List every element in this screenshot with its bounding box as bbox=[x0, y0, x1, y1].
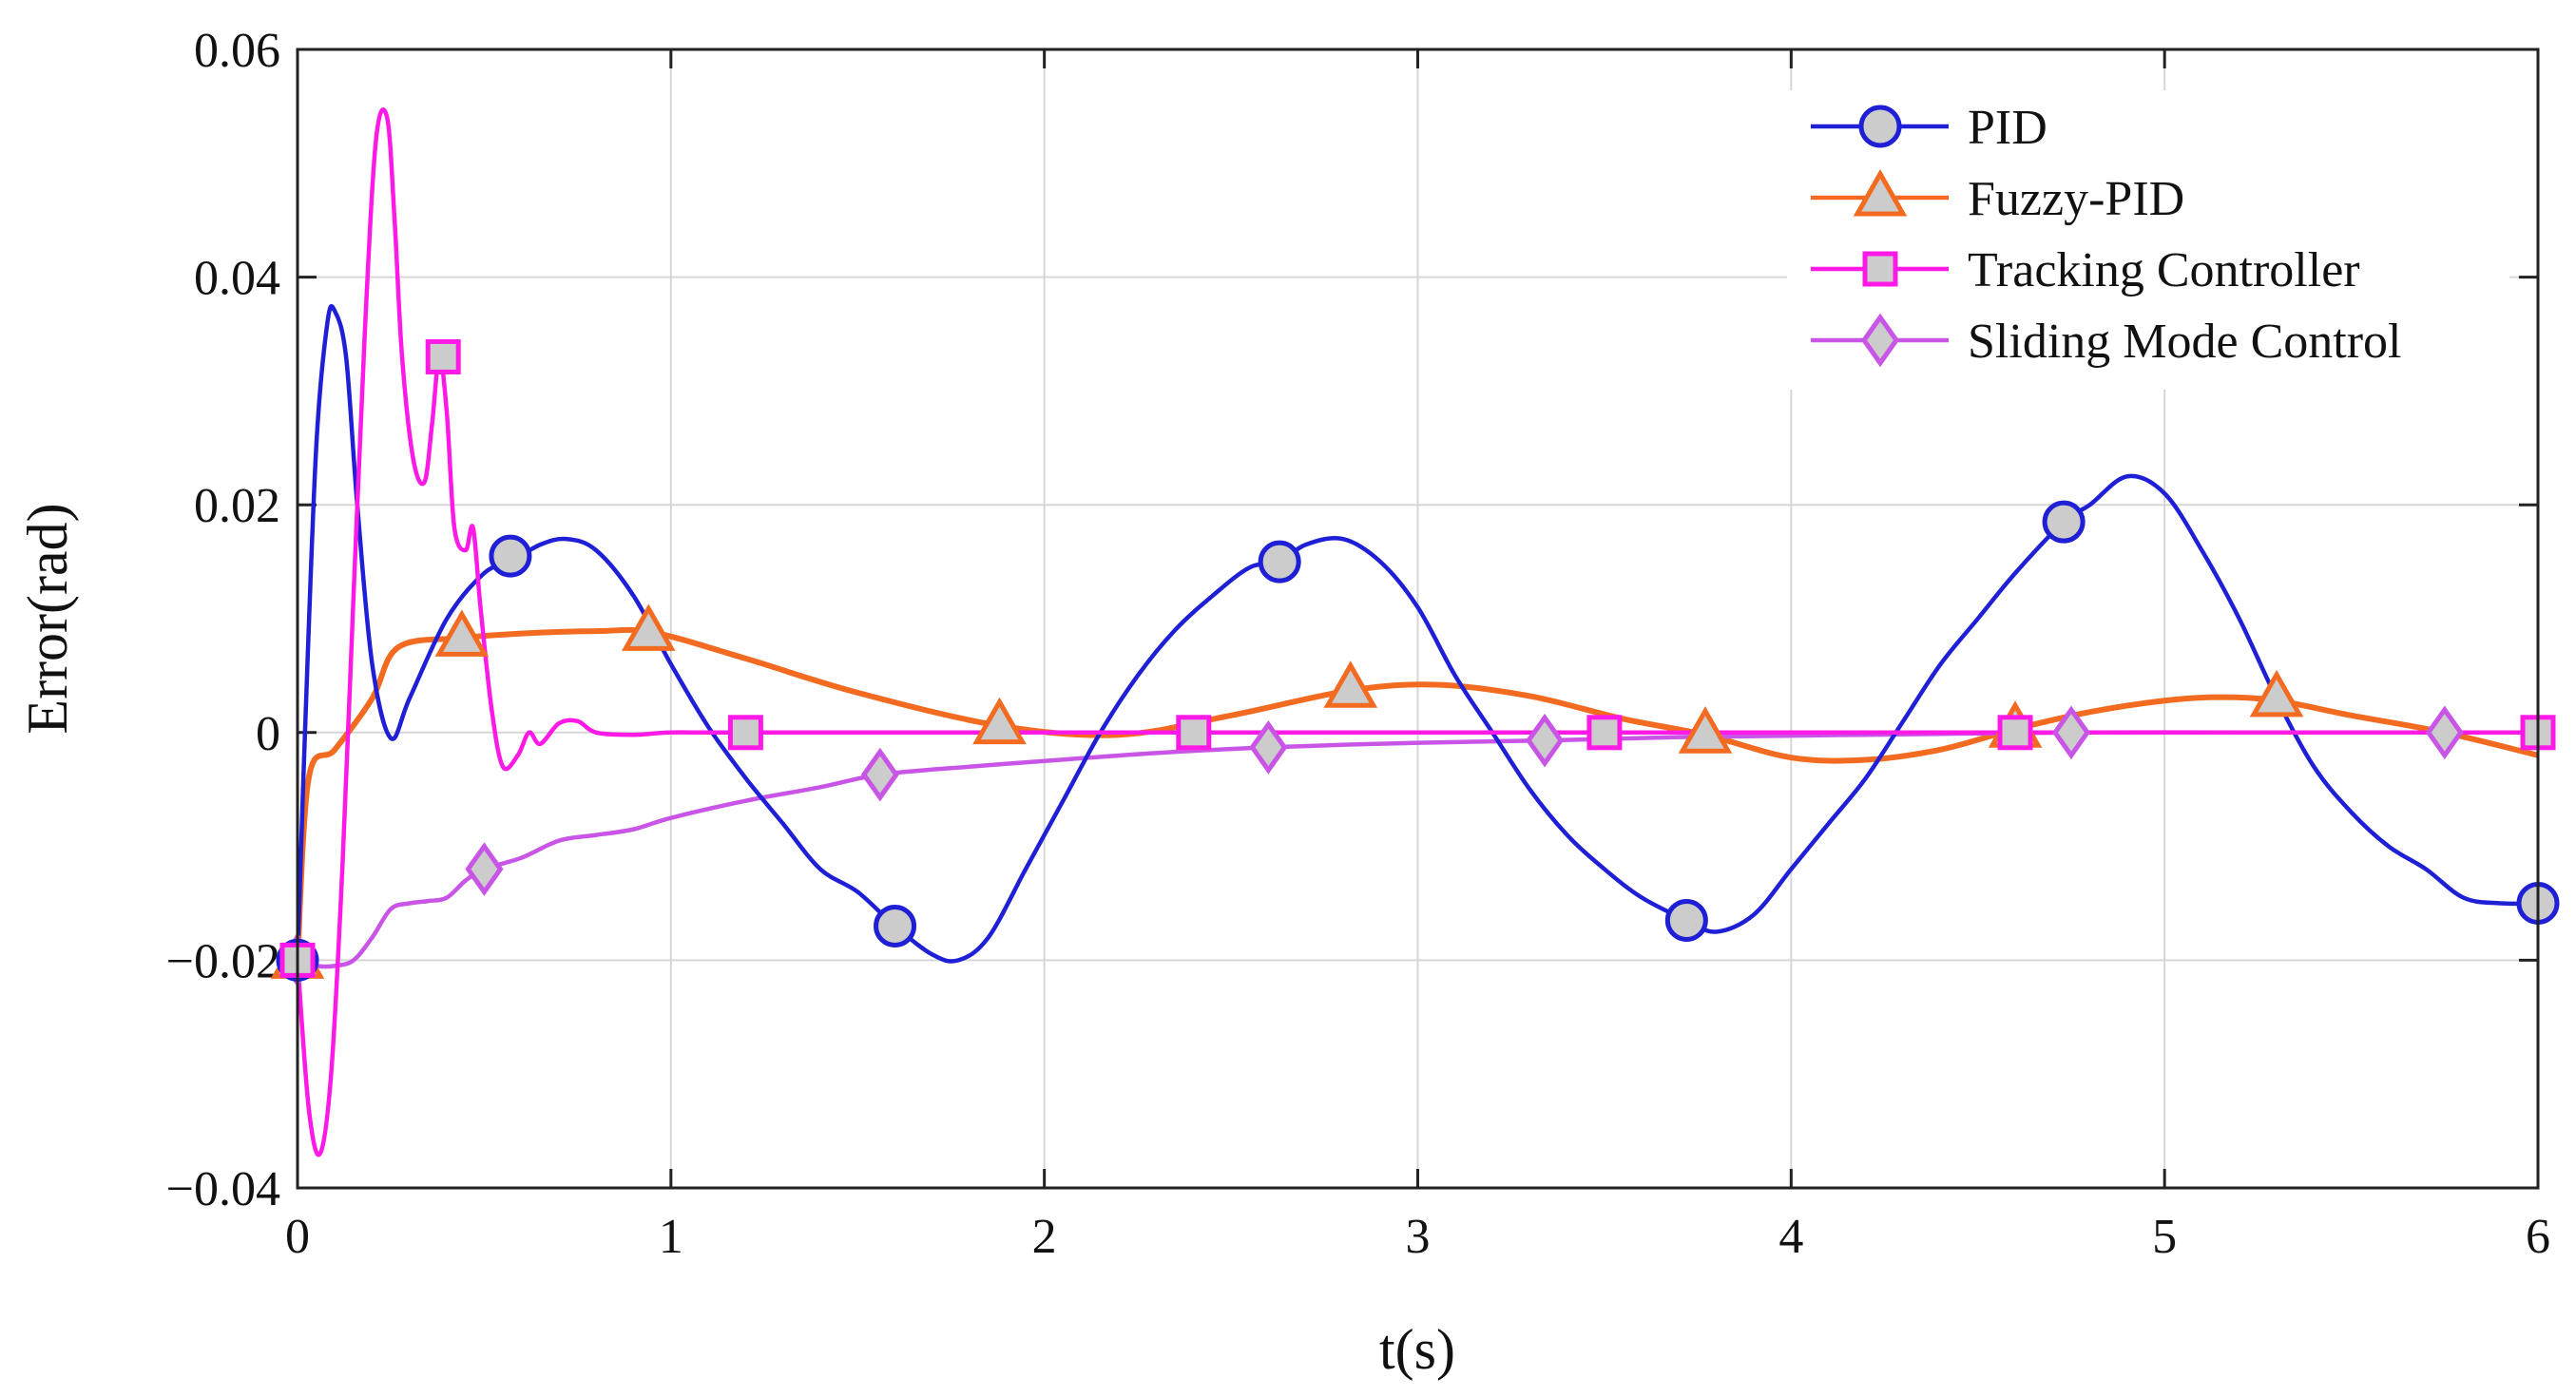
y-tick-label: −0.04 bbox=[166, 1162, 280, 1216]
legend-item-fuzzy-pid: Fuzzy-PID bbox=[1811, 168, 2184, 226]
data-point-fuzzy-pid bbox=[1323, 660, 1378, 708]
data-point-pid bbox=[1258, 540, 1301, 584]
data-point-pid bbox=[2042, 500, 2086, 544]
data-point-sliding-mode-control bbox=[1249, 720, 1288, 775]
data-point-sliding-mode-control bbox=[860, 747, 899, 802]
x-tick-label: 2 bbox=[1032, 1210, 1057, 1264]
data-point-sliding-mode-control bbox=[1525, 713, 1565, 768]
data-point-tracking-controller bbox=[1997, 715, 2033, 751]
y-tick-label: 0 bbox=[256, 707, 280, 761]
data-point-sliding-mode-control bbox=[2425, 705, 2464, 760]
x-tick-label: 3 bbox=[1406, 1210, 1431, 1264]
y-tick-label: 0.02 bbox=[194, 479, 280, 533]
data-point-fuzzy-pid bbox=[434, 609, 490, 657]
x-tick-labels: 0 1 2 3 4 5 6 bbox=[285, 1210, 2550, 1264]
x-tick-label: 5 bbox=[2152, 1210, 2177, 1264]
data-point-pid bbox=[489, 534, 532, 578]
legend-label: Fuzzy-PID bbox=[1968, 172, 2184, 226]
x-axis-label: t(s) bbox=[1379, 1318, 1455, 1381]
y-axis-label: Error(rad) bbox=[16, 503, 79, 734]
y-tick-label: −0.02 bbox=[166, 934, 280, 988]
data-point-tracking-controller bbox=[425, 338, 461, 374]
legend-marker-triangle-icon bbox=[1853, 168, 1908, 217]
x-tick-label: 6 bbox=[2526, 1210, 2550, 1264]
data-point-sliding-mode-control bbox=[465, 842, 504, 896]
y-tick-label: 0.04 bbox=[194, 252, 280, 306]
y-tick-label: 0.06 bbox=[194, 24, 280, 78]
legend-label: PID bbox=[1968, 101, 2047, 155]
legend-item-tracking-controller: Tracking Controller bbox=[1811, 243, 2360, 297]
y-tick-labels: −0.04 −0.02 0 0.02 0.04 0.06 bbox=[166, 24, 280, 1216]
data-point-tracking-controller bbox=[1586, 715, 1623, 751]
data-point-tracking-controller bbox=[1176, 715, 1212, 751]
plot-frame bbox=[296, 48, 2540, 1190]
x-tick-label: 0 bbox=[285, 1210, 310, 1264]
data-point-fuzzy-pid bbox=[2249, 669, 2304, 718]
legend: PID Fuzzy-PID Tracking Controller Sliding M… bbox=[1787, 90, 2509, 390]
legend-item-sliding-mode-control: Sliding Mode Control bbox=[1811, 313, 2401, 369]
data-point-pid bbox=[1664, 898, 1708, 942]
data-point-pid bbox=[874, 904, 917, 947]
data-point-fuzzy-pid bbox=[621, 603, 676, 651]
legend-marker-square-icon bbox=[1862, 251, 1898, 287]
legend-label: Sliding Mode Control bbox=[1968, 315, 2401, 369]
data-point-tracking-controller bbox=[727, 715, 763, 751]
data-point-fuzzy-pid bbox=[1678, 706, 1733, 754]
legend-label: Tracking Controller bbox=[1968, 243, 2360, 297]
series-line-pid bbox=[298, 304, 2538, 964]
data-point-fuzzy-pid bbox=[972, 697, 1027, 745]
legend-marker-circle-icon bbox=[1858, 105, 1902, 148]
legend-item-pid: PID bbox=[1811, 101, 2047, 155]
series-line-tracking-controller bbox=[298, 107, 2538, 1158]
series-markers bbox=[270, 338, 2560, 987]
legend-marker-diamond-icon bbox=[1860, 313, 1900, 368]
data-point-sliding-mode-control bbox=[2051, 705, 2091, 760]
x-tick-label: 4 bbox=[1778, 1210, 1803, 1264]
x-tick-label: 1 bbox=[659, 1210, 683, 1264]
